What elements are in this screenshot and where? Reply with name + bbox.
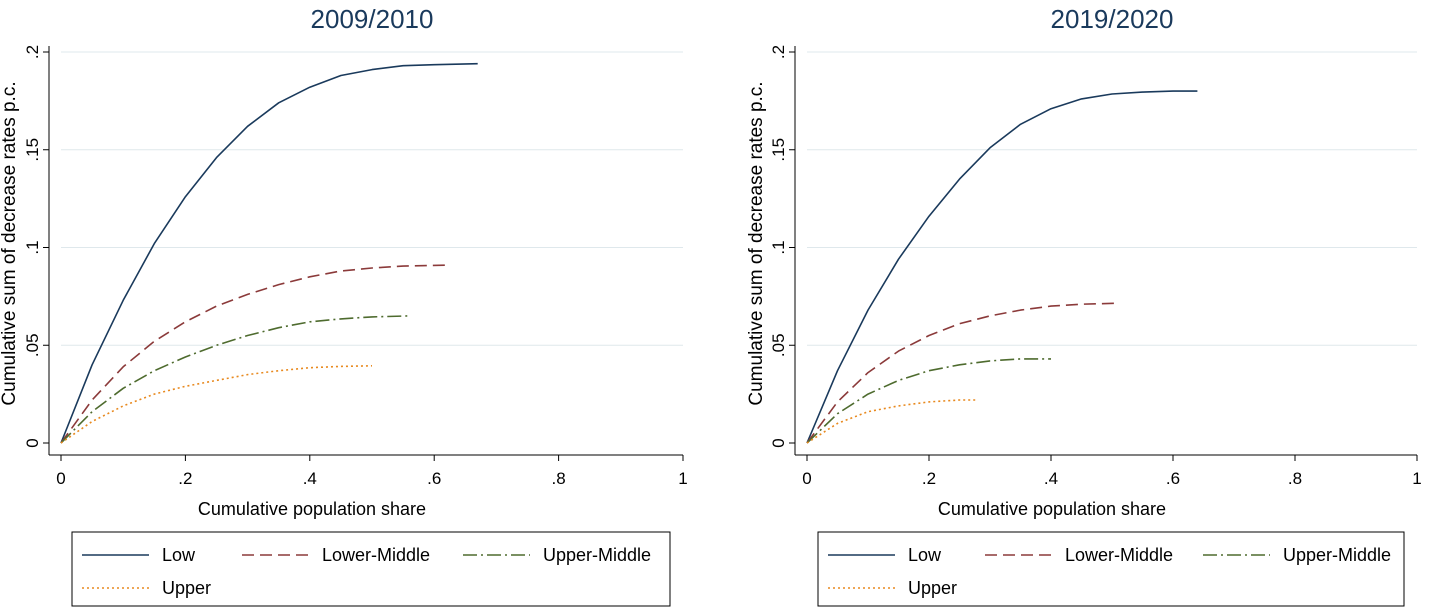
legend-box	[71, 531, 671, 607]
x-tick-label: 0	[802, 469, 811, 488]
x-tick-label: .6	[1166, 469, 1180, 488]
x-tick-label: .6	[427, 469, 441, 488]
legend: Low Lower-Middle Upper-Middle Upper	[71, 531, 671, 607]
series-line-upper	[806, 399, 978, 444]
y-tick-label: .1	[23, 240, 42, 254]
x-axis-label: Cumulative population share	[938, 499, 1166, 519]
legend-label: Low	[908, 545, 942, 565]
x-tick-label: .2	[178, 469, 192, 488]
x-tick-label: .8	[552, 469, 566, 488]
chart-title: 2009/2010	[311, 4, 434, 34]
series-line-low	[806, 90, 1198, 444]
y-tick-label: .2	[769, 45, 788, 59]
legend-label: Upper	[908, 578, 957, 598]
legend-box	[817, 531, 1405, 607]
x-tick-label: .4	[1044, 469, 1058, 488]
series-line-lower-middle	[806, 302, 1119, 444]
y-tick-label: .2	[23, 45, 42, 59]
y-tick-label: 0	[23, 438, 42, 447]
x-tick-label: .8	[1288, 469, 1302, 488]
chart-title: 2019/2020	[1051, 4, 1174, 34]
series-line-upper-middle	[806, 358, 1051, 444]
x-tick-label: 0	[56, 469, 65, 488]
y-tick-label: .05	[23, 333, 42, 357]
chart-panel-2: 0 .05 .1 .15 .2 0 .2 .4 .6 .8 1 2019/2020 Cumulative…	[746, 4, 1422, 607]
legend-label: Upper-Middle	[543, 545, 651, 565]
series-line-upper-middle	[60, 315, 410, 444]
chart-panel-1: 0 .05 .1 .15 .2 0 .2 .4 .6 .8 1 2009/2010 Cumulative…	[0, 4, 688, 607]
legend-label: Lower-Middle	[1065, 545, 1173, 565]
series-line-low	[60, 62, 478, 444]
x-tick-label: 1	[1412, 469, 1421, 488]
legend-label: Upper	[162, 578, 211, 598]
x-axis-label: Cumulative population share	[198, 499, 426, 519]
x-tick-label: .4	[303, 469, 317, 488]
y-axis-label: Cumulative sum of decrease rates p.c.	[0, 81, 20, 405]
y-tick-label: .15	[769, 138, 788, 162]
legend-label: Low	[162, 545, 196, 565]
y-tick-label: .1	[769, 240, 788, 254]
x-tick-label: .2	[922, 469, 936, 488]
y-tick-label: 0	[769, 438, 788, 447]
x-tick-label: 1	[678, 469, 687, 488]
legend-label: Lower-Middle	[322, 545, 430, 565]
y-tick-label: .15	[23, 138, 42, 162]
series-line-lower-middle	[60, 264, 447, 444]
series-line-upper	[60, 365, 373, 444]
legend: Low Lower-Middle Upper-Middle Upper	[817, 531, 1405, 607]
y-tick-label: .05	[769, 333, 788, 357]
legend-label: Upper-Middle	[1283, 545, 1391, 565]
y-axis-label: Cumulative sum of decrease rates p.c.	[746, 81, 767, 405]
